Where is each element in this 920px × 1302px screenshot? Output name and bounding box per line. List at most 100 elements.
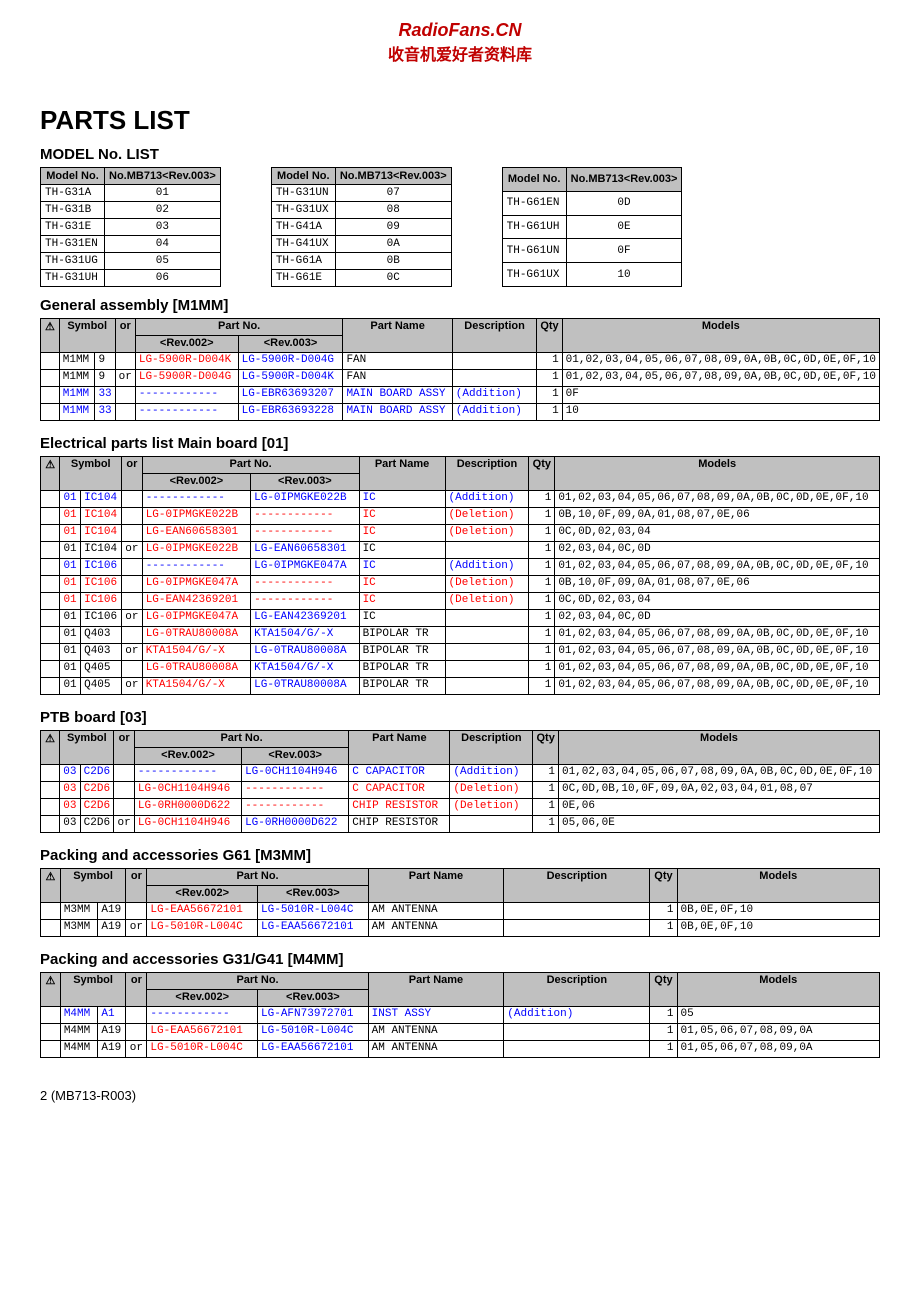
header-symbol: Symbol <box>60 457 122 491</box>
model-cell: 0D <box>566 191 682 215</box>
header-partno: Part No. <box>147 869 368 886</box>
header-models: Models <box>677 869 880 903</box>
cell-desc: (Addition) <box>504 1007 650 1024</box>
cell-symbol1: 03 <box>60 816 80 833</box>
cell-symbol2: IC104 <box>81 525 122 542</box>
cell-partname: BIPOLAR TR <box>359 644 445 661</box>
cell-desc <box>445 661 529 678</box>
model-cell: TH-G31UN <box>271 185 335 202</box>
cell-rev2: LG-5010R-L004C <box>147 1041 258 1058</box>
section-heading: Packing and accessories G61 [M3MM] <box>40 847 880 864</box>
model-cell: TH-G31UX <box>271 202 335 219</box>
model-cell: 02 <box>105 202 221 219</box>
model-cell: TH-G61UN <box>502 239 566 263</box>
cell-symbol2: C2D6 <box>80 799 114 816</box>
parts-row: 01Q405orKTA1504/G/-XLG-0TRAU80008ABIPOLA… <box>41 678 880 695</box>
model-cell: 10 <box>566 263 682 287</box>
cell-symbol2: Q405 <box>81 661 122 678</box>
parts-row: 01IC106------------LG-0IPMGKE047AIC(Addi… <box>41 559 880 576</box>
header-rev3: <Rev.003> <box>238 336 343 353</box>
cell-rev2: LG-0RH0000D622 <box>134 799 241 816</box>
parts-row: 03C2D6LG-0RH0000D622------------CHIP RES… <box>41 799 880 816</box>
cell-partname: IC <box>359 525 445 542</box>
cell-rev2: LG-0IPMGKE022B <box>142 542 250 559</box>
header-symbol: Symbol <box>60 973 126 1007</box>
parts-row: M4MMA1------------LG-AFN73972701INST ASS… <box>41 1007 880 1024</box>
cell-partname: AM ANTENNA <box>368 920 504 937</box>
header-partname: Part Name <box>359 457 445 491</box>
header-rev3: <Rev.003> <box>242 748 349 765</box>
cell-or: or <box>122 542 143 559</box>
section-heading: Packing and accessories G31/G41 [M4MM] <box>40 951 880 968</box>
cell-partname: AM ANTENNA <box>368 903 504 920</box>
header-symbol: Symbol <box>60 869 126 903</box>
model-row: TH-G61UN0F <box>502 239 682 263</box>
cell-symbol2: IC106 <box>81 593 122 610</box>
cell-desc: (Addition) <box>445 559 529 576</box>
cell-symbol1: M4MM <box>60 1007 98 1024</box>
cell-or <box>122 593 143 610</box>
model-row: TH-G31A01 <box>41 185 221 202</box>
header-qty: Qty <box>650 973 677 1007</box>
header-delta: ⚠ <box>41 457 60 491</box>
cell-or <box>122 627 143 644</box>
model-row: TH-G31UX08 <box>271 202 451 219</box>
cell-or <box>126 1024 147 1041</box>
cell-symbol2: IC106 <box>81 559 122 576</box>
parts-table: ⚠SymbolorPart No.Part NameDescriptionQty… <box>40 972 880 1058</box>
cell-symbol2: Q403 <box>81 627 122 644</box>
model-row: TH-G61UH0E <box>502 215 682 239</box>
parts-row: M4MMA19LG-EAA56672101LG-5010R-L004CAM AN… <box>41 1024 880 1041</box>
cell-models: 01,02,03,04,05,06,07,08,09,0A,0B,0C,0D,0… <box>562 370 879 387</box>
cell-or <box>126 903 147 920</box>
header-models: Models <box>558 731 879 765</box>
cell-delta <box>41 370 60 387</box>
parts-row: 01Q403orKTA1504/G/-XLG-0TRAU80008ABIPOLA… <box>41 644 880 661</box>
cell-qty: 1 <box>537 353 562 370</box>
cell-or <box>122 559 143 576</box>
header-rev2: <Rev.002> <box>147 990 258 1007</box>
header-qty: Qty <box>650 869 677 903</box>
cell-symbol1: 01 <box>60 576 81 593</box>
cell-symbol1: 01 <box>60 593 81 610</box>
cell-models: 02,03,04,0C,0D <box>555 542 880 559</box>
cell-or <box>114 799 134 816</box>
header-desc: Description <box>450 731 533 765</box>
cell-rev3: LG-0IPMGKE022B <box>251 491 359 508</box>
cell-symbol1: M4MM <box>60 1024 98 1041</box>
cell-qty: 1 <box>533 816 559 833</box>
header-symbol: Symbol <box>59 319 115 353</box>
cell-rev3: LG-5900R-D004K <box>238 370 343 387</box>
model-row: TH-G31E03 <box>41 219 221 236</box>
cell-desc <box>504 1024 650 1041</box>
header-rev3: <Rev.003> <box>251 474 359 491</box>
header-or: or <box>126 869 147 903</box>
model-cell: TH-G31E <box>41 219 105 236</box>
model-cell: TH-G61A <box>271 253 335 270</box>
cell-rev2: LG-5010R-L004C <box>147 920 258 937</box>
cell-delta <box>41 353 60 370</box>
cell-delta <box>41 404 60 421</box>
cell-desc: (Addition) <box>452 387 537 404</box>
model-list-heading: MODEL No. LIST <box>40 146 880 163</box>
cell-rev2: LG-0IPMGKE022B <box>142 508 250 525</box>
cell-qty: 1 <box>650 1007 677 1024</box>
model-cell: 0A <box>335 236 451 253</box>
cell-rev2: LG-5900R-D004G <box>135 370 238 387</box>
cell-rev2: ------------ <box>135 404 238 421</box>
cell-or <box>122 508 143 525</box>
model-cell: TH-G41A <box>271 219 335 236</box>
cell-symbol2: IC106 <box>81 576 122 593</box>
cell-symbol2: C2D6 <box>80 816 114 833</box>
cell-symbol1: 01 <box>60 542 81 559</box>
cell-partname: MAIN BOARD ASSY <box>343 404 452 421</box>
cell-or <box>115 353 135 370</box>
model-cell: 08 <box>335 202 451 219</box>
parts-row: 01IC104LG-EAN60658301------------IC(Dele… <box>41 525 880 542</box>
cell-rev2: LG-0TRAU80008A <box>142 661 250 678</box>
cell-symbol1: 01 <box>60 508 81 525</box>
parts-row: 01Q405LG-0TRAU80008AKTA1504/G/-XBIPOLAR … <box>41 661 880 678</box>
parts-row: 03C2D6------------LG-0CH1104H946C CAPACI… <box>41 765 880 782</box>
cell-desc <box>445 678 529 695</box>
cell-symbol2: A1 <box>98 1007 126 1024</box>
